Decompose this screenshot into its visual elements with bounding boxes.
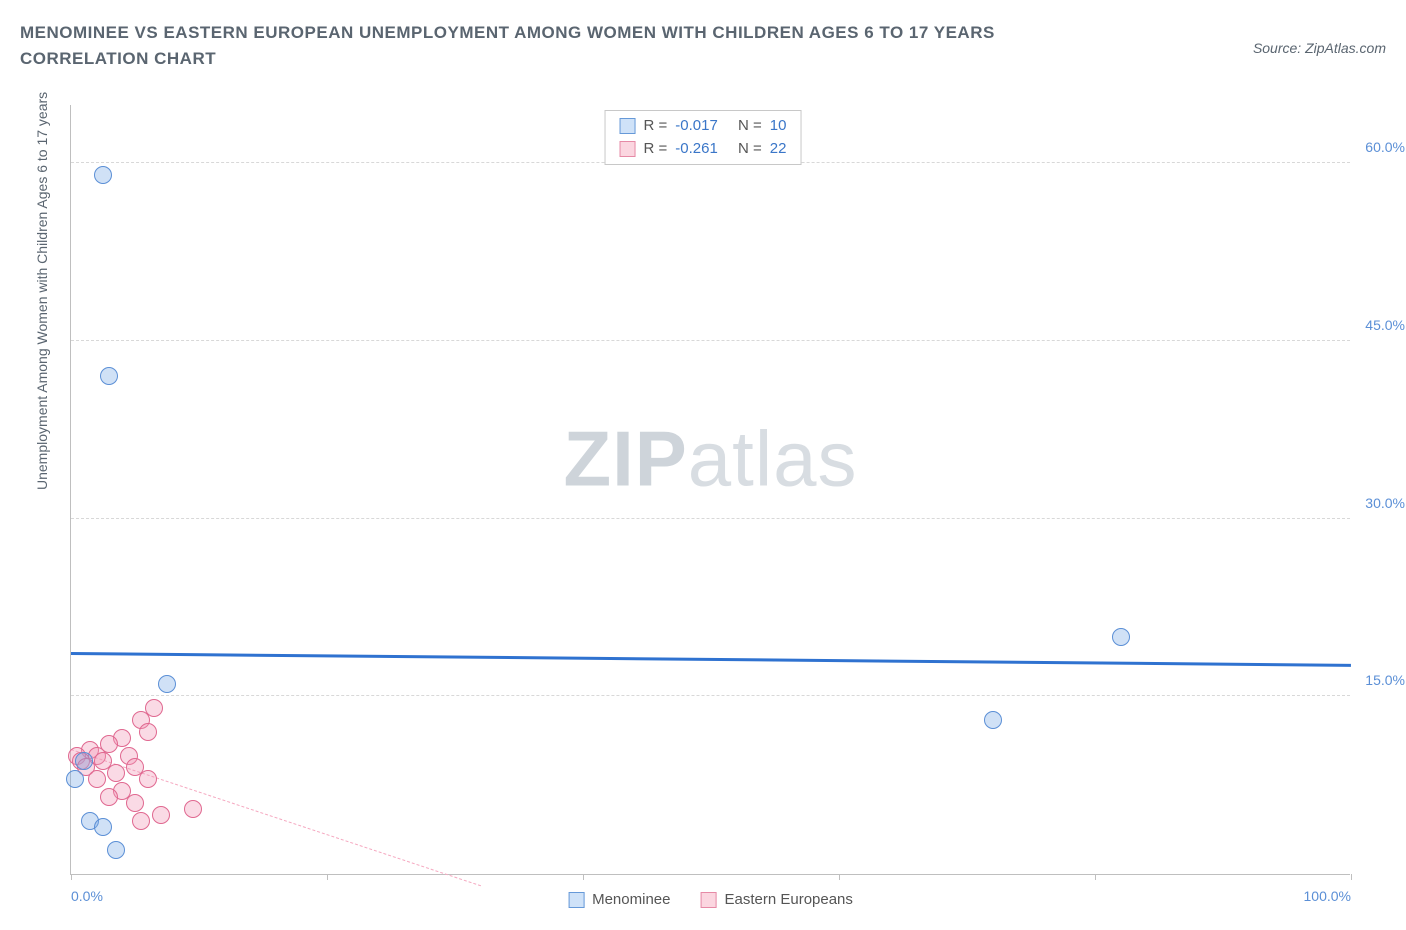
data-point [158,675,176,693]
data-point [152,806,170,824]
gridline-h [71,695,1350,696]
stats-legend-box: R = -0.017 N = 10 R = -0.261 N = 22 [605,110,802,165]
n-label: N = [738,138,762,161]
r-label: R = [644,138,668,161]
r-label: R = [644,115,668,138]
data-point [94,166,112,184]
chart-title: MENOMINEE VS EASTERN EUROPEAN UNEMPLOYME… [20,20,1120,71]
eastern-n-value: 22 [770,138,787,161]
data-point [184,800,202,818]
data-point [132,812,150,830]
ytick-label: 15.0% [1365,672,1405,688]
plot-area: ZIPatlas Menominee Eastern Europeans 15.… [70,105,1350,875]
trend-line [71,652,1351,667]
swatch-blue-icon [620,118,636,134]
ytick-label: 60.0% [1365,139,1405,155]
menominee-n-value: 10 [770,115,787,138]
data-point [94,818,112,836]
menominee-r-value: -0.017 [675,115,718,138]
swatch-pink-icon [700,892,716,908]
data-point [88,770,106,788]
legend-label-eastern: Eastern Europeans [724,891,852,908]
swatch-blue-icon [568,892,584,908]
tick-v [1095,874,1096,880]
source-attribution: Source: ZipAtlas.com [1253,40,1386,56]
stats-row-menominee: R = -0.017 N = 10 [620,115,787,138]
watermark-bold: ZIP [563,414,687,502]
bottom-legend: Menominee Eastern Europeans [568,891,853,908]
legend-item-menominee: Menominee [568,891,670,908]
data-point [100,788,118,806]
tick-v [583,874,584,880]
n-label: N = [738,115,762,138]
xtick-label: 0.0% [71,888,103,904]
tick-v [839,874,840,880]
data-point [984,711,1002,729]
legend-item-eastern: Eastern Europeans [700,891,852,908]
xtick-label: 100.0% [1304,888,1351,904]
data-point [139,770,157,788]
gridline-h [71,340,1350,341]
legend-label-menominee: Menominee [592,891,670,908]
eastern-r-value: -0.261 [675,138,718,161]
chart-container: MENOMINEE VS EASTERN EUROPEAN UNEMPLOYME… [20,20,1386,910]
data-point [107,764,125,782]
data-point [66,770,84,788]
ytick-label: 30.0% [1365,495,1405,511]
tick-v [327,874,328,880]
ytick-label: 45.0% [1365,317,1405,333]
watermark: ZIPatlas [563,413,857,504]
data-point [75,752,93,770]
gridline-h [71,518,1350,519]
title-row: MENOMINEE VS EASTERN EUROPEAN UNEMPLOYME… [20,20,1386,71]
data-point [1112,628,1130,646]
data-point [126,794,144,812]
watermark-light: atlas [688,414,858,502]
tick-v [71,874,72,880]
stats-row-eastern: R = -0.261 N = 22 [620,138,787,161]
tick-v [1351,874,1352,880]
y-axis-label: Unemployment Among Women with Children A… [34,92,50,490]
swatch-pink-icon [620,141,636,157]
data-point [100,367,118,385]
data-point [107,841,125,859]
data-point [139,723,157,741]
